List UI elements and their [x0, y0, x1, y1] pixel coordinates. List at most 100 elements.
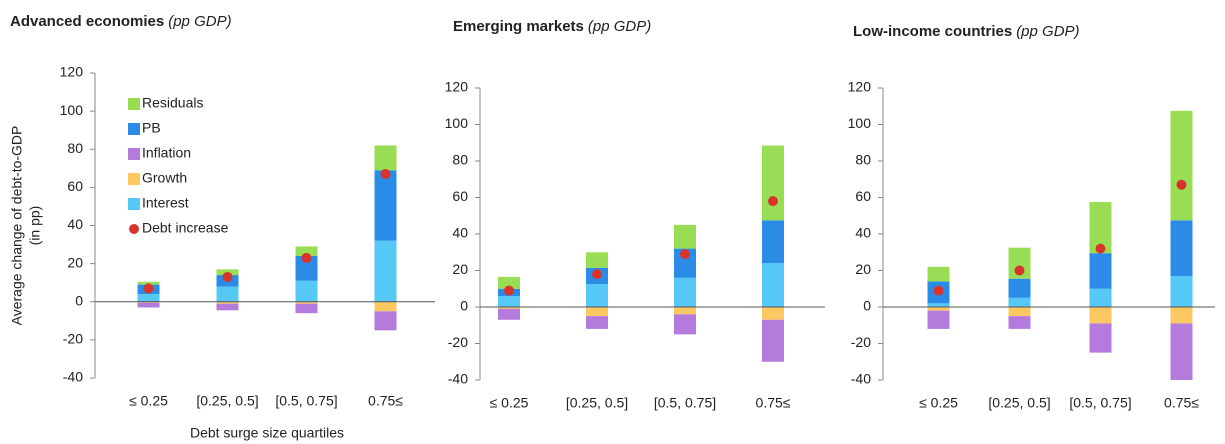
bar-segment — [216, 301, 239, 304]
x-tick-label: [0.5, 0.75] — [275, 393, 337, 409]
bar-segment — [927, 266, 950, 282]
y-tick-label: 40 — [855, 225, 871, 241]
bar-segment — [1170, 275, 1193, 307]
y-tick-label: 100 — [848, 115, 872, 131]
bar-segment — [295, 256, 318, 281]
legend-marker — [128, 198, 140, 210]
bar-segment — [586, 284, 608, 307]
debt-dot — [301, 252, 312, 263]
x-tick-label: 0.75≤ — [368, 393, 403, 409]
debt-dot — [1095, 243, 1106, 254]
bar-segment — [295, 246, 318, 256]
bar-segment — [374, 170, 397, 241]
y-axis-label: (in pp) — [27, 206, 43, 246]
y-tick-label: 0 — [863, 298, 871, 314]
legend-marker — [129, 224, 139, 234]
y-tick-label: -40 — [851, 371, 871, 387]
legend-label: Interest — [142, 195, 189, 211]
bar-segment — [498, 307, 520, 309]
x-tick-label: ≤ 0.25 — [919, 395, 958, 411]
bar-segment — [674, 314, 696, 335]
debt-dot — [143, 283, 154, 294]
y-tick-label: 100 — [60, 102, 84, 118]
x-tick-label: ≤ 0.25 — [490, 395, 529, 411]
bar-segment — [1089, 323, 1112, 353]
bar-segment — [762, 307, 784, 320]
y-tick-label: 60 — [67, 178, 83, 194]
bar-segment — [1089, 253, 1112, 289]
legend-marker — [128, 123, 140, 135]
y-tick-label: 20 — [855, 261, 871, 277]
panel-title: Emerging markets (pp GDP) — [453, 18, 651, 35]
bar-segment — [927, 310, 950, 329]
y-tick-label: 20 — [67, 254, 83, 270]
legend-label: PB — [142, 120, 161, 136]
bar-segment — [1170, 220, 1193, 276]
legend-label: Growth — [142, 170, 187, 186]
title-text: Advanced economies — [10, 13, 164, 30]
bar-segment — [762, 145, 784, 221]
bar-segment — [137, 281, 160, 285]
y-tick-label: 0 — [75, 292, 83, 308]
legend-marker — [128, 98, 140, 110]
y-tick-label: 80 — [855, 152, 871, 168]
bar-segment — [586, 307, 608, 317]
title-text: Low-income countries — [853, 23, 1012, 40]
x-tick-label: [0.5, 0.75] — [1069, 395, 1131, 411]
x-tick-label: [0.25, 0.5] — [988, 395, 1050, 411]
bar-segment — [1170, 307, 1193, 324]
bar-segment — [762, 263, 784, 307]
bar-segment — [498, 308, 520, 320]
bar-segment — [216, 286, 239, 302]
bar-segment — [1008, 247, 1031, 279]
bar-segment — [674, 224, 696, 249]
y-tick-label: 60 — [452, 188, 468, 204]
y-tick-label: -40 — [448, 371, 468, 387]
y-tick-label: 40 — [67, 216, 83, 232]
bar-segment — [927, 303, 950, 307]
y-tick-label: 80 — [67, 140, 83, 156]
x-axis-label: Debt surge size quartiles — [190, 425, 344, 441]
legend-marker — [128, 148, 140, 160]
bar-segment — [1170, 110, 1193, 221]
debt-dot — [222, 271, 233, 282]
bar-segment — [295, 301, 318, 304]
debt-dot — [592, 269, 602, 280]
panel-title: Low-income countries (pp GDP) — [853, 23, 1080, 40]
panel-title: Advanced economies (pp GDP) — [10, 13, 232, 30]
bar-segment — [1089, 288, 1112, 307]
bar-segment — [295, 280, 318, 302]
subtitle-text: (pp GDP) — [1016, 23, 1079, 40]
title-text: Emerging markets — [453, 18, 584, 35]
bar-segment — [674, 248, 696, 278]
bar-segment — [1089, 202, 1112, 254]
bar-segment — [374, 311, 397, 331]
bar-segment — [137, 294, 160, 302]
debt-dot — [380, 169, 391, 180]
bar-segment — [374, 301, 397, 312]
bar-segment — [1008, 307, 1031, 317]
y-tick-label: 0 — [460, 298, 468, 314]
x-tick-label: [0.5, 0.75] — [654, 395, 716, 411]
bar-segment — [498, 296, 520, 307]
x-tick-label: [0.25, 0.5] — [196, 393, 258, 409]
legend-label: Debt increase — [142, 220, 229, 236]
y-tick-label: 120 — [60, 64, 84, 80]
debt-dot — [680, 249, 690, 260]
y-tick-label: 120 — [848, 79, 872, 95]
y-tick-label: -40 — [63, 369, 83, 385]
y-tick-label: 80 — [452, 152, 468, 168]
y-tick-label: 100 — [445, 115, 469, 131]
debt-dot — [768, 196, 778, 207]
y-axis-label: Average change of debt-to-GDP — [9, 126, 25, 326]
bar-segment — [216, 303, 239, 311]
bar-segment — [674, 277, 696, 307]
bar-segment — [674, 307, 696, 315]
x-tick-label: [0.25, 0.5] — [566, 395, 628, 411]
y-tick-label: 120 — [445, 79, 469, 95]
bar-segment — [1089, 307, 1112, 324]
debt-dot — [933, 285, 944, 296]
bar-segment — [374, 240, 397, 302]
